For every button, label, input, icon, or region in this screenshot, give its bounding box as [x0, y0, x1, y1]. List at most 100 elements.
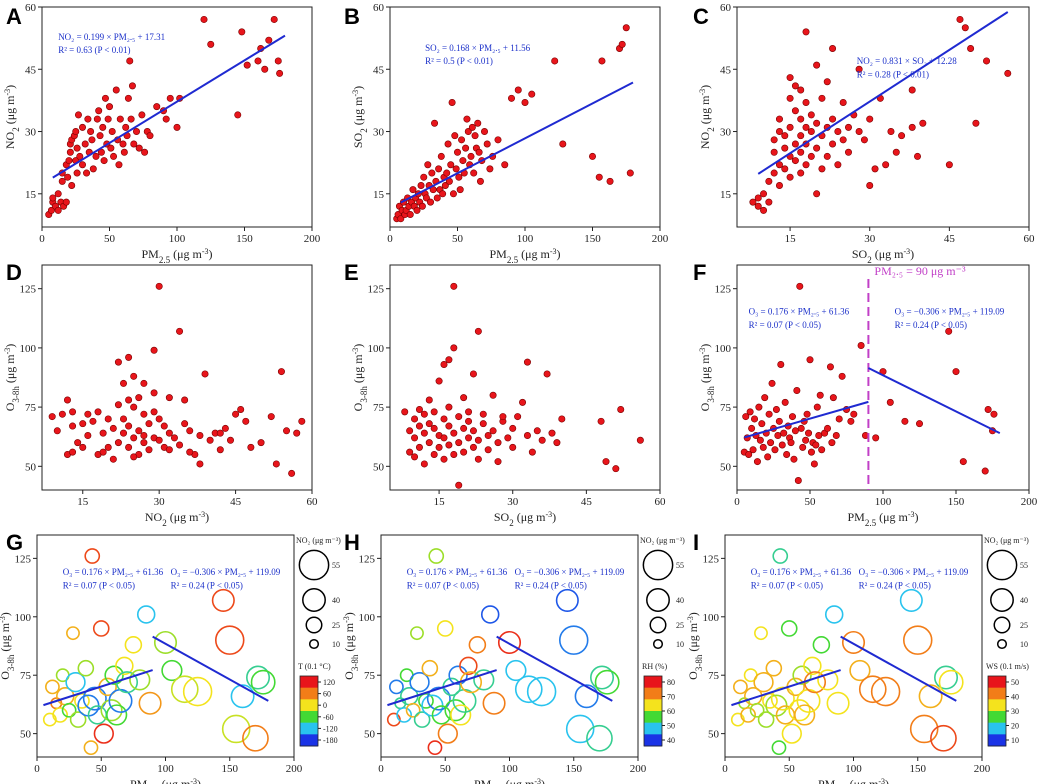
data-point: [892, 148, 900, 156]
x-tick-label: 200: [652, 233, 669, 245]
data-point: [114, 439, 122, 447]
data-point: [435, 165, 443, 173]
data-point: [81, 140, 89, 148]
color-legend-label: 80: [667, 678, 675, 687]
label-close: ): [686, 612, 700, 616]
y-tick-label: 125: [359, 553, 376, 565]
label-sub: 2: [509, 518, 514, 528]
x-tick-label: 150: [566, 763, 583, 775]
data-bubble: [497, 630, 522, 655]
data-bubble: [817, 669, 839, 691]
label-close: ): [205, 510, 209, 524]
data-point: [749, 198, 757, 206]
label-close: ): [342, 612, 356, 616]
data-point: [413, 206, 421, 214]
data-bubble: [450, 704, 472, 726]
y-tick-label: 50: [720, 461, 732, 473]
data-point: [775, 128, 783, 136]
label-sub: 2: [867, 255, 872, 265]
data-point: [791, 82, 799, 90]
x-tick-label: 60: [655, 496, 667, 508]
data-point: [489, 391, 497, 399]
data-point: [140, 432, 148, 440]
data-bubble: [436, 620, 454, 637]
data-point: [411, 415, 419, 423]
data-point: [420, 173, 428, 181]
data-point: [775, 181, 783, 189]
x-tick-label: 200: [286, 763, 303, 775]
data-point: [981, 467, 989, 475]
regression-annotation: O₃ = 0.176 × PM₂.₅ + 61.36: [407, 567, 508, 577]
data-point: [130, 372, 138, 380]
data-bubble: [841, 630, 866, 655]
data-bubble: [771, 740, 787, 756]
data-point: [588, 152, 596, 160]
data-point: [764, 453, 772, 461]
data-point: [274, 57, 282, 65]
data-point: [69, 408, 77, 416]
label-unit: (μg m: [351, 354, 365, 386]
data-bubble: [753, 672, 774, 693]
y-tick-label: 45: [25, 64, 37, 76]
data-bubble: [918, 684, 943, 709]
data-point: [543, 370, 551, 378]
data-point: [850, 410, 858, 418]
data-point: [479, 420, 487, 428]
size-legend-label: 10: [1020, 640, 1028, 649]
size-legend-circle: [649, 616, 667, 634]
x-axis-label: PM2.5 (μg m-3): [489, 247, 560, 266]
color-legend-label: -180: [323, 736, 338, 745]
data-point: [63, 396, 71, 404]
data-point: [237, 405, 245, 413]
x-tick-label: 0: [378, 763, 384, 775]
data-bubble: [161, 659, 183, 682]
data-point: [165, 394, 173, 402]
data-point: [201, 370, 209, 378]
color-legend-swatch: [300, 687, 318, 700]
x-tick-label: 15: [785, 233, 797, 245]
data-point: [130, 434, 138, 442]
label-sub: 2.5: [159, 255, 171, 265]
color-legend-label: 30: [1011, 707, 1019, 716]
data-point: [765, 177, 773, 185]
data-point: [66, 148, 74, 156]
data-point: [857, 342, 865, 350]
data-point: [486, 165, 494, 173]
data-point: [775, 417, 783, 425]
regression-annotation: R² = 0.5 (P < 0.01): [425, 56, 493, 66]
x-tick-label: 15: [77, 496, 89, 508]
data-point: [418, 202, 426, 210]
y-tick-label: 125: [368, 284, 385, 296]
data-point: [435, 443, 443, 451]
label-base: O: [351, 402, 365, 411]
data-point: [145, 446, 153, 454]
data-point: [125, 422, 133, 430]
y-axis-label: NO2 (μg m-3): [3, 85, 22, 149]
panel-g: G0501001502005075100125PM2.5 (μg m-3)O3-…: [0, 530, 341, 784]
data-point: [1004, 69, 1012, 77]
data-bubble: [428, 548, 445, 564]
regression-annotation: O₃ = 0.176 × PM₂.₅ + 61.36: [751, 567, 852, 577]
data-point: [445, 422, 453, 430]
data-point: [829, 45, 837, 53]
data-point: [79, 420, 87, 428]
x-tick-label: 150: [236, 233, 253, 245]
x-tick-label: 50: [805, 496, 817, 508]
panel-letter: F: [693, 260, 706, 285]
x-tick-label: 45: [230, 496, 242, 508]
data-point: [450, 450, 458, 458]
data-point: [474, 327, 482, 335]
data-bubble: [106, 704, 128, 726]
data-point: [114, 401, 122, 409]
label-sup: -3: [545, 510, 552, 519]
data-point: [797, 132, 805, 140]
regression-line: [52, 34, 286, 179]
data-point: [759, 443, 767, 451]
data-point: [119, 140, 127, 148]
data-point: [234, 111, 242, 119]
regression-line: [387, 669, 497, 707]
data-point: [807, 152, 815, 160]
regression-annotation: R² = 0.24 (P < 0.05): [171, 580, 243, 590]
data-point: [813, 190, 821, 198]
data-point: [95, 107, 103, 115]
